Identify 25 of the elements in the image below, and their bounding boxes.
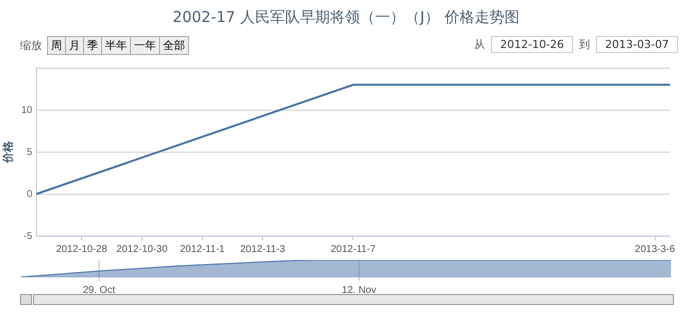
y-tick-label: -5 [23, 230, 33, 242]
x-tick-label: 2012-11-3 [240, 244, 286, 255]
text: 一年 [130, 36, 160, 55]
text: 周 [47, 36, 66, 55]
x-tick-label: 2012-10-30 [116, 244, 168, 255]
text: 缩放 [20, 38, 42, 53]
text: 全部 [159, 36, 189, 55]
x-tick-label: 2012-11-7 [330, 244, 376, 255]
x-tick-label: 2013-3-6 [634, 244, 676, 255]
y-tick-label: 0 [26, 188, 33, 200]
x-tick-label: 29. Oct [82, 284, 116, 296]
text: 到 [579, 37, 590, 52]
text: 从 [474, 37, 486, 52]
x-tick-label: 2012-10-28 [56, 244, 108, 255]
x-tick-label: 12. Nov [342, 284, 376, 296]
text: 2013-03-07 [596, 36, 678, 53]
text: 月 [65, 36, 84, 55]
text: 2012-10-26 [491, 36, 574, 53]
y-tick-label: 5 [26, 146, 33, 158]
y-axis-title: 价格 [2, 140, 15, 164]
y-tick-label: 10 [21, 104, 33, 116]
text: 季 [83, 36, 102, 55]
chart-title: 2002-17 人民军队早期将领（一）（J） 价格走势图 [172, 8, 520, 27]
text: 半年 [101, 36, 131, 55]
x-tick-label: 2012-11-1 [180, 244, 226, 255]
